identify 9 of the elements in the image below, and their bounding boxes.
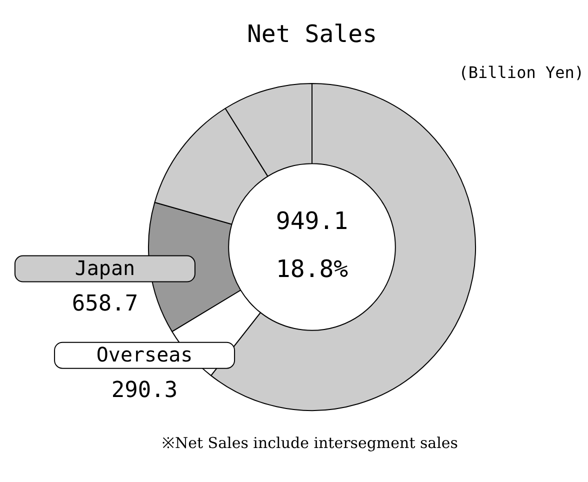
text: ※Net Sales include intersegment sales xyxy=(162,434,458,452)
slice-label: Overseas xyxy=(96,342,193,367)
text: 18.8% xyxy=(276,255,349,284)
text: 949.1 xyxy=(276,207,348,236)
chart-title: Net Sales xyxy=(246,20,378,48)
slice-label: Japan xyxy=(74,256,136,280)
data-label: 658.7 xyxy=(72,292,138,316)
text: (Billion Yen) xyxy=(458,63,584,82)
data-label: 290.3 xyxy=(111,378,178,404)
